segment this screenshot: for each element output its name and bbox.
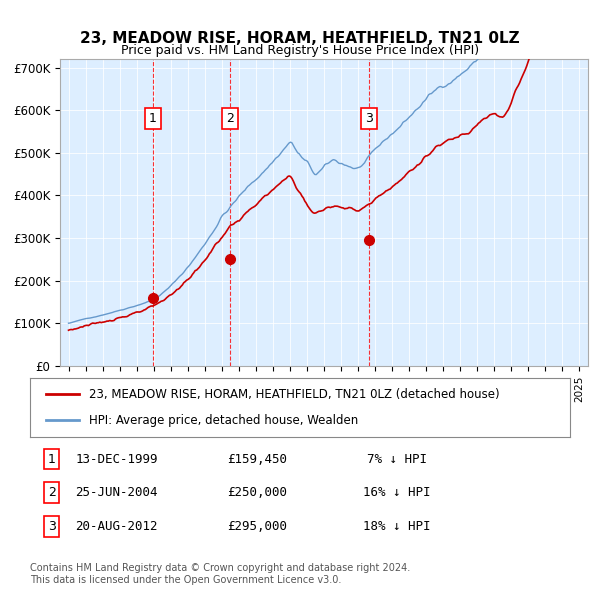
Text: 2: 2 <box>226 112 234 125</box>
Text: 1: 1 <box>47 453 56 466</box>
Text: 23, MEADOW RISE, HORAM, HEATHFIELD, TN21 0LZ: 23, MEADOW RISE, HORAM, HEATHFIELD, TN21… <box>80 31 520 46</box>
Text: 7% ↓ HPI: 7% ↓ HPI <box>367 453 427 466</box>
Text: 1: 1 <box>149 112 157 125</box>
Text: 25-JUN-2004: 25-JUN-2004 <box>75 486 158 499</box>
Text: 18% ↓ HPI: 18% ↓ HPI <box>364 520 431 533</box>
Text: 16% ↓ HPI: 16% ↓ HPI <box>364 486 431 499</box>
Text: HPI: Average price, detached house, Wealden: HPI: Average price, detached house, Weal… <box>89 414 359 427</box>
Text: 2: 2 <box>47 486 56 499</box>
Text: 3: 3 <box>365 112 373 125</box>
Text: £250,000: £250,000 <box>227 486 287 499</box>
Text: Contains HM Land Registry data © Crown copyright and database right 2024.
This d: Contains HM Land Registry data © Crown c… <box>30 563 410 585</box>
Text: 20-AUG-2012: 20-AUG-2012 <box>75 520 158 533</box>
Text: £295,000: £295,000 <box>227 520 287 533</box>
Text: 13-DEC-1999: 13-DEC-1999 <box>75 453 158 466</box>
Text: 3: 3 <box>47 520 56 533</box>
Text: Price paid vs. HM Land Registry's House Price Index (HPI): Price paid vs. HM Land Registry's House … <box>121 44 479 57</box>
Text: £159,450: £159,450 <box>227 453 287 466</box>
Text: 23, MEADOW RISE, HORAM, HEATHFIELD, TN21 0LZ (detached house): 23, MEADOW RISE, HORAM, HEATHFIELD, TN21… <box>89 388 500 401</box>
